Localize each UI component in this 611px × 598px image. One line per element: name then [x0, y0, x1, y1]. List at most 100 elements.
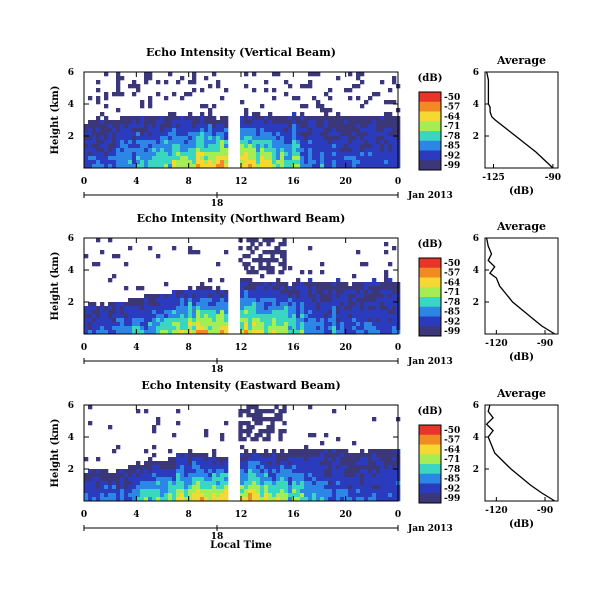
- heatmap-cell: [344, 306, 349, 311]
- heatmap-cell: [192, 314, 197, 319]
- heatmap-cell: [184, 120, 189, 125]
- heatmap-cell: [240, 302, 245, 307]
- heatmap-cell: [144, 136, 149, 141]
- heatmap-cell: [348, 306, 353, 311]
- heatmap-cell: [136, 84, 141, 89]
- heatmap-cell: [380, 449, 385, 454]
- heatmap-cell: [184, 326, 189, 331]
- heatmap-cell: [108, 120, 113, 125]
- heatmap-cell: [104, 164, 109, 169]
- heatmap-cell: [260, 286, 265, 291]
- heatmap-cell: [258, 417, 263, 422]
- heatmap-cell: [196, 314, 201, 319]
- average-profile-line: [485, 404, 556, 502]
- heatmap-cell: [288, 132, 293, 137]
- average-y-tick-label: 2: [473, 465, 479, 475]
- heatmap-cell: [352, 144, 357, 149]
- heatmap-cell: [344, 489, 349, 494]
- heatmap-cell: [384, 100, 389, 105]
- heatmap-cell: [348, 497, 353, 502]
- heatmap-cell: [168, 72, 173, 77]
- heatmap-cell: [304, 322, 309, 327]
- heatmap-cell: [176, 160, 181, 165]
- heatmap-cell: [376, 497, 381, 502]
- heatmap-cell: [376, 136, 381, 141]
- heatmap-cell: [124, 148, 129, 153]
- x-tick-label: 0: [395, 510, 401, 520]
- heatmap-cell: [278, 417, 283, 422]
- heatmap-cell: [168, 152, 173, 157]
- colorbar-swatch: [419, 326, 441, 337]
- heatmap-cell: [278, 433, 283, 438]
- heatmap-cell: [376, 473, 381, 478]
- heatmap-cell: [132, 144, 137, 149]
- heatmap-cell: [112, 92, 117, 97]
- heatmap-cell: [180, 314, 185, 319]
- heatmap-cell: [140, 132, 145, 137]
- heatmap-cell: [360, 160, 365, 165]
- heatmap-cell: [328, 457, 333, 462]
- heatmap-cell: [252, 497, 257, 502]
- heatmap-cell: [208, 164, 213, 169]
- heatmap-cell: [124, 140, 129, 145]
- heatmap-cell: [224, 465, 229, 470]
- heatmap-cell: [320, 497, 325, 502]
- heatmap-cell: [388, 330, 393, 335]
- heatmap-cell: [288, 160, 293, 165]
- heatmap-cell: [276, 298, 281, 303]
- heatmap-cell: [252, 485, 257, 490]
- heatmap-cell: [252, 477, 257, 482]
- heatmap-cell: [268, 156, 273, 161]
- heatmap-cell: [180, 322, 185, 327]
- heatmap-cell: [224, 497, 229, 502]
- heatmap-cell: [88, 314, 93, 319]
- heatmap-cell: [288, 84, 293, 89]
- heatmap-cell: [308, 246, 313, 251]
- heatmap-cell: [188, 148, 193, 153]
- heatmap-cell: [320, 152, 325, 157]
- heatmap-cell: [244, 449, 249, 454]
- heatmap-cell: [392, 461, 397, 466]
- heatmap-cell: [364, 294, 369, 299]
- heatmap-cell: [348, 326, 353, 331]
- heatmap-cell: [352, 465, 357, 470]
- heatmap-cell: [212, 298, 217, 303]
- heatmap-cell: [288, 152, 293, 157]
- heatmap-cell: [356, 330, 361, 335]
- heatmap-cell: [266, 262, 271, 267]
- heatmap-cell: [324, 473, 329, 478]
- heatmap-cell: [172, 465, 177, 470]
- heatmap-cell: [260, 156, 265, 161]
- heatmap-cell: [268, 116, 273, 121]
- colorbar-swatch: [419, 434, 441, 445]
- heatmap-cell: [336, 144, 341, 149]
- heatmap-cell: [296, 493, 301, 498]
- heatmap-cell: [160, 493, 165, 498]
- heatmap-cell: [220, 306, 225, 311]
- heatmap-cell: [304, 481, 309, 486]
- heatmap-cell: [92, 140, 97, 145]
- heatmap-cell: [88, 144, 93, 149]
- heatmap-cell: [208, 136, 213, 141]
- heatmap-cell: [360, 465, 365, 470]
- heatmap-cell: [356, 84, 361, 89]
- heatmap-cell: [276, 286, 281, 291]
- y-tick-label: 6: [68, 401, 74, 411]
- heatmap-cell: [192, 156, 197, 161]
- heatmap-cell: [380, 286, 385, 291]
- heatmap-cell: [148, 302, 153, 307]
- heatmap-cell: [156, 156, 161, 161]
- heatmap-cell: [124, 473, 129, 478]
- heatmap-cell: [328, 282, 333, 287]
- heatmap-cell: [168, 298, 173, 303]
- heatmap-cell: [304, 485, 309, 490]
- heatmap-cell: [220, 433, 225, 438]
- heatmap-cell: [168, 156, 173, 161]
- heatmap-cell: [392, 489, 397, 494]
- heatmap-cell: [348, 489, 353, 494]
- heatmap-cell: [268, 473, 273, 478]
- heatmap-cell: [356, 148, 361, 153]
- heatmap-cell: [340, 298, 345, 303]
- heatmap-cell: [328, 497, 333, 502]
- heatmap-cell: [108, 314, 113, 319]
